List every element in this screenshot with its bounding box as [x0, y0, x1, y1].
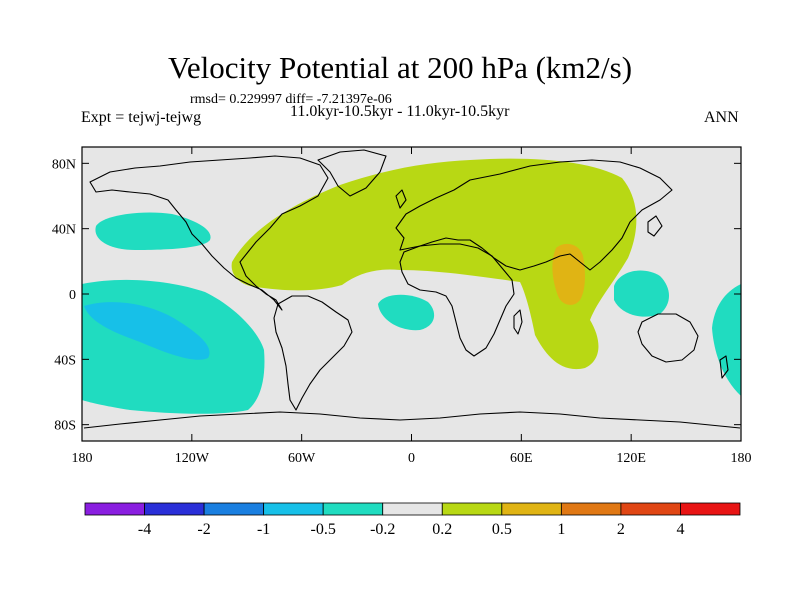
eurasia-coastline — [395, 159, 673, 271]
season-label: ANN — [704, 109, 739, 126]
coastlines — [83, 149, 741, 429]
x-axis: 180 120W 60W 0 60E 120E 180 — [72, 147, 752, 466]
colorbar-swatch — [560, 502, 622, 516]
japan-coastline — [647, 215, 663, 237]
colorbar-swatch — [680, 502, 741, 516]
new-zealand-coastline — [719, 355, 729, 379]
y-tick-label: 40S — [54, 353, 76, 368]
maritime-continent-negative-region — [614, 270, 669, 317]
x-tick-label: 60E — [510, 451, 533, 466]
colorbar-swatch — [620, 502, 681, 516]
y-tick-label: 80S — [54, 419, 76, 434]
colorbar: -4 -2 -1 -0.5 -0.2 0.2 0.5 1 2 4 — [84, 502, 741, 538]
colorbar-label: 0.5 — [492, 521, 512, 538]
british-isles-coastline — [395, 189, 407, 209]
colorbar-swatch — [144, 502, 205, 516]
colorbar-label: 1 — [557, 521, 565, 538]
australia-coastline — [637, 313, 699, 363]
colorbar-swatch — [84, 502, 145, 516]
experiment-label: Expt = tejwj-tejwg — [81, 109, 202, 126]
colorbar-swatch — [382, 502, 443, 516]
south-atlantic-negative-region — [378, 294, 435, 331]
colorbar-label: -4 — [138, 521, 151, 538]
africa-coastline — [399, 243, 515, 357]
y-tick-label: 0 — [69, 288, 76, 303]
contour-fields — [82, 158, 741, 414]
colorbar-label: -2 — [197, 521, 210, 538]
colorbar-label: 0.2 — [432, 521, 452, 538]
colorbar-swatch — [441, 502, 503, 516]
madagascar-coastline — [513, 309, 523, 335]
eastern-hemisphere-positive-region — [231, 158, 637, 370]
colorbar-swatch — [203, 502, 265, 516]
chart-title: Velocity Potential at 200 hPa (km2/s) — [167, 50, 633, 85]
colorbar-label: -0.2 — [370, 521, 395, 538]
period-label: 11.0kyr-10.5kyr - 11.0kyr-10.5kyr — [290, 103, 510, 120]
y-tick-label: 40N — [52, 223, 76, 238]
colorbar-label: -0.5 — [311, 521, 336, 538]
x-tick-label: 0 — [408, 451, 415, 466]
west-pacific-edge-negative-region — [712, 284, 741, 396]
x-tick-label: 120W — [175, 451, 210, 466]
x-tick-label: 60W — [288, 451, 316, 466]
greenland-coastline — [317, 149, 387, 197]
colorbar-label: -1 — [257, 521, 270, 538]
y-axis: 80N 40N 0 40S 80S — [52, 157, 741, 434]
south-pacific-core-region — [84, 302, 210, 360]
x-tick-label: 120E — [616, 451, 646, 466]
north-america-coastline — [89, 155, 329, 311]
south-america-coastline — [273, 295, 353, 411]
rmsd-diff-label: rmsd= 0.229997 diff= -7.21397e-06 — [190, 92, 392, 107]
x-tick-label: 180 — [72, 451, 93, 466]
colorbar-label: 2 — [617, 521, 625, 538]
x-tick-label: 180 — [731, 451, 752, 466]
antarctica-coastline — [83, 411, 741, 429]
colorbar-swatch — [263, 502, 324, 516]
colorbar-label: 4 — [676, 521, 684, 538]
y-tick-label: 80N — [52, 157, 76, 172]
colorbar-swatch — [501, 502, 562, 516]
north-pacific-negative-region — [95, 212, 211, 250]
colorbar-swatch — [322, 502, 384, 516]
